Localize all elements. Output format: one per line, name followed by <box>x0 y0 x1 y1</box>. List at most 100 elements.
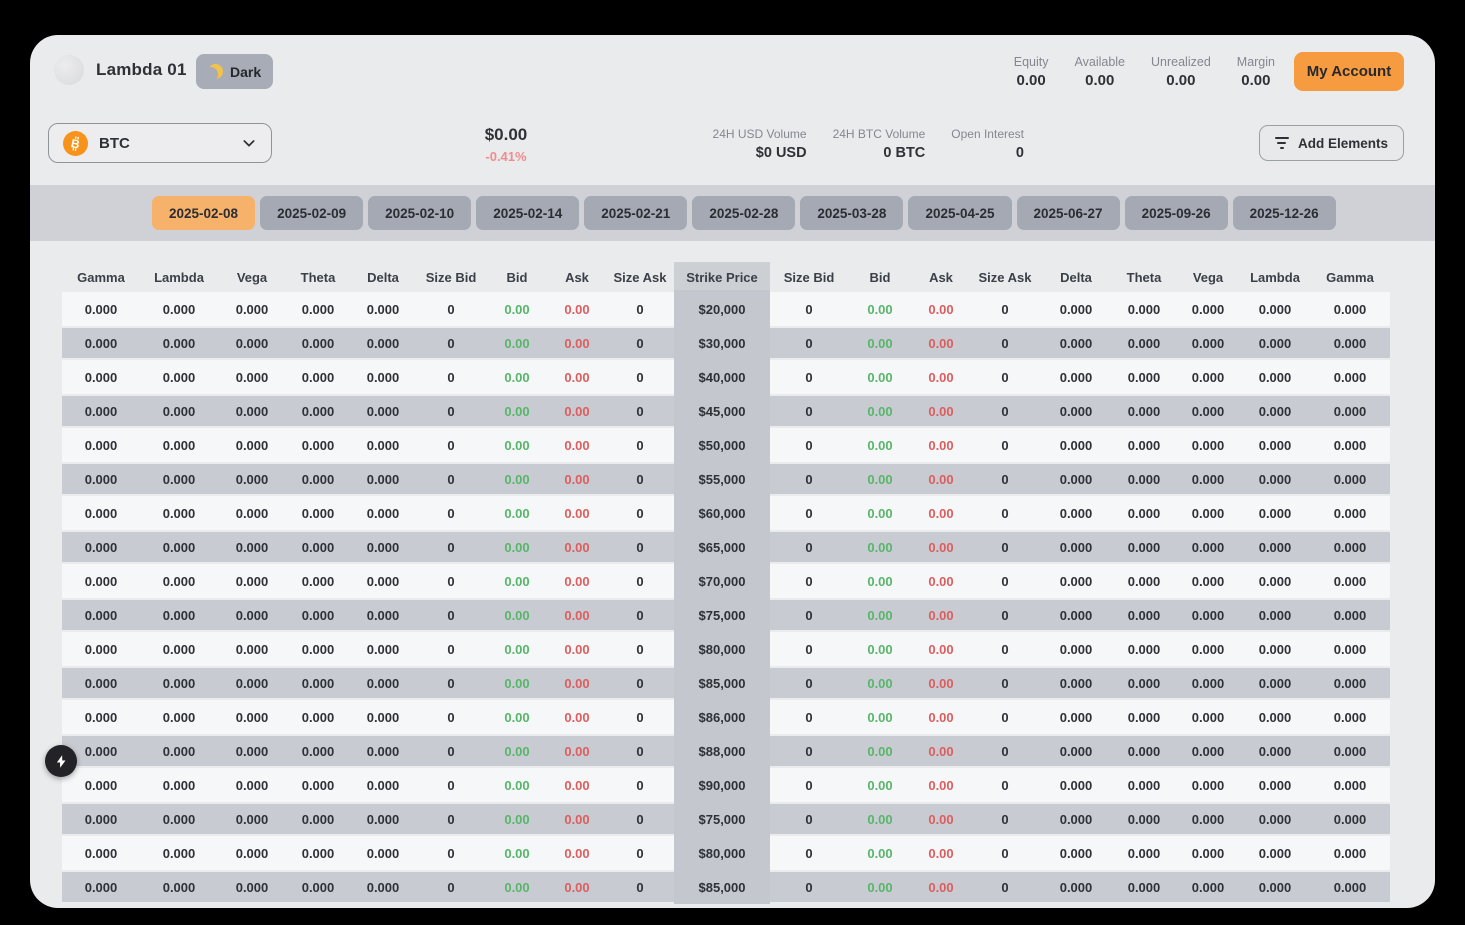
table-row[interactable]: 0.000 0.000 0.000 0.000 0.000 0 0.00 0.00 0 $88,… <box>62 734 1390 768</box>
cell: 0 <box>636 607 644 623</box>
expiry-tab-2025-02-21[interactable]: 2025-02-21 <box>584 196 688 230</box>
cell: 0.00 <box>564 641 590 657</box>
table-row[interactable]: 0.000 0.000 0.000 0.000 0.000 0 0.00 0.00 0 $30,… <box>62 326 1390 360</box>
stat-label: Margin <box>1236 55 1275 69</box>
price-change: -0.41% <box>485 149 527 164</box>
table-row[interactable]: 0.000 0.000 0.000 0.000 0.000 0 0.00 0.00 0 $80,… <box>62 834 1390 872</box>
cell: 0.00 <box>564 709 590 725</box>
theme-toggle-button[interactable]: Dark <box>196 54 274 89</box>
strike-price: $45,000 <box>698 403 746 419</box>
cell: 0.00 <box>867 471 893 487</box>
filter-icon <box>1274 137 1289 149</box>
cell: 0 <box>447 675 455 691</box>
table-row[interactable]: 0.000 0.000 0.000 0.000 0.000 0 0.00 0.00 0 $80,… <box>62 630 1390 668</box>
cell: 0.000 <box>235 641 269 657</box>
cell: 0.000 <box>84 777 118 793</box>
cell: 0.00 <box>867 675 893 691</box>
cell: 0.00 <box>504 437 530 453</box>
table-row[interactable]: 0.000 0.000 0.000 0.000 0.000 0 0.00 0.00 0 $20,… <box>62 290 1390 328</box>
cell: 0.00 <box>928 709 954 725</box>
cell: 0 <box>447 573 455 589</box>
expiry-tab-2025-06-27[interactable]: 2025-06-27 <box>1016 196 1120 230</box>
strike-price-cell: $55,000 <box>674 462 770 496</box>
cell: 0.000 <box>162 743 196 759</box>
table-row[interactable]: 0.000 0.000 0.000 0.000 0.000 0 0.00 0.00 0 $65,… <box>62 530 1390 564</box>
quick-action-button[interactable] <box>45 745 77 777</box>
table-row[interactable]: 0.000 0.000 0.000 0.000 0.000 0 0.00 0.00 0 $75,… <box>62 598 1390 632</box>
table-row[interactable]: 0.000 0.000 0.000 0.000 0.000 0 0.00 0.00 0 $85,… <box>62 666 1390 700</box>
expiry-tab-2025-02-10[interactable]: 2025-02-10 <box>368 196 472 230</box>
expiry-tab-2025-02-14[interactable]: 2025-02-14 <box>476 196 580 230</box>
cell: 0.000 <box>301 539 335 555</box>
expiry-tab-2025-02-28[interactable]: 2025-02-28 <box>692 196 796 230</box>
table-row[interactable]: 0.000 0.000 0.000 0.000 0.000 0 0.00 0.00 0 $40,… <box>62 358 1390 396</box>
strike-price-cell: $30,000 <box>674 326 770 360</box>
cell: 0.00 <box>504 709 530 725</box>
table-row[interactable]: 0.000 0.000 0.000 0.000 0.000 0 0.00 0.00 0 $85,… <box>62 870 1390 904</box>
strike-price: $50,000 <box>698 437 746 453</box>
column-header: Theta <box>300 269 336 285</box>
cell: 0.000 <box>1258 777 1292 793</box>
strike-price: $85,000 <box>698 675 746 691</box>
cell: 0.000 <box>1333 505 1367 521</box>
cell: 0.000 <box>1333 709 1367 725</box>
cell: 0.000 <box>301 301 335 317</box>
cell: 0.000 <box>84 301 118 317</box>
table-row[interactable]: 0.000 0.000 0.000 0.000 0.000 0 0.00 0.00 0 $60,… <box>62 494 1390 532</box>
cell: 0.000 <box>1258 607 1292 623</box>
app-title: Lambda 01 <box>96 60 187 79</box>
table-row[interactable]: 0.000 0.000 0.000 0.000 0.000 0 0.00 0.00 0 $90,… <box>62 766 1390 804</box>
expiry-tab-2025-09-26[interactable]: 2025-09-26 <box>1124 196 1228 230</box>
table-row[interactable]: 0.000 0.000 0.000 0.000 0.000 0 0.00 0.00 0 $86,… <box>62 698 1390 736</box>
cell: 0.00 <box>867 743 893 759</box>
expiry-tab-2025-03-28[interactable]: 2025-03-28 <box>800 196 904 230</box>
column-header: Size Ask <box>613 269 667 285</box>
cell: 0.00 <box>928 403 954 419</box>
cell: 0.000 <box>1127 403 1161 419</box>
cell: 0.000 <box>162 539 196 555</box>
expiry-tab-2025-02-09[interactable]: 2025-02-09 <box>260 196 364 230</box>
cell: 0.00 <box>867 505 893 521</box>
app-logo-icon <box>54 55 84 85</box>
cell: 0.000 <box>1059 437 1093 453</box>
asset-select[interactable]: B BTC <box>48 123 272 163</box>
stat-label: Equity <box>1013 55 1049 69</box>
cell: 0 <box>805 437 813 453</box>
expiry-tab-2025-04-25[interactable]: 2025-04-25 <box>908 196 1012 230</box>
cell: 0.000 <box>1191 335 1225 351</box>
table-row[interactable]: 0.000 0.000 0.000 0.000 0.000 0 0.00 0.00 0 $50,… <box>62 426 1390 464</box>
cell: 0 <box>636 505 644 521</box>
cell: 0 <box>1001 369 1009 385</box>
strike-price-cell: $60,000 <box>674 494 770 532</box>
table-row[interactable]: 0.000 0.000 0.000 0.000 0.000 0 0.00 0.00 0 $70,… <box>62 562 1390 600</box>
cell: 0.000 <box>235 335 269 351</box>
market-stat-value: $0 USD <box>755 145 807 161</box>
table-row[interactable]: 0.000 0.000 0.000 0.000 0.000 0 0.00 0.00 0 $45,… <box>62 394 1390 428</box>
cell: 0.000 <box>1059 811 1093 827</box>
cell: 0.00 <box>928 845 954 861</box>
cell: 0.000 <box>1059 573 1093 589</box>
cell: 0.000 <box>366 539 400 555</box>
my-account-button[interactable]: My Account <box>1294 52 1404 91</box>
cell: 0 <box>1001 335 1009 351</box>
cell: 0.000 <box>1333 369 1367 385</box>
expiry-tab-2025-12-26[interactable]: 2025-12-26 <box>1232 196 1336 230</box>
cell: 0.000 <box>1191 743 1225 759</box>
cell: 0.000 <box>162 437 196 453</box>
strike-price: $80,000 <box>698 845 746 861</box>
add-elements-label: Add Elements <box>1297 135 1388 151</box>
cell: 0 <box>447 811 455 827</box>
cell: 0.00 <box>564 573 590 589</box>
cell: 0.000 <box>235 607 269 623</box>
table-row[interactable]: 0.000 0.000 0.000 0.000 0.000 0 0.00 0.00 0 $75,… <box>62 802 1390 836</box>
cell: 0 <box>805 403 813 419</box>
app-window: Lambda 01 Dark Equity 0.00 Available 0.0… <box>30 35 1435 908</box>
add-elements-button[interactable]: Add Elements <box>1258 125 1404 161</box>
expiry-tabstrip: 2025-02-08 2025-02-09 2025-02-10 2025-02-14… <box>30 185 1435 241</box>
cell: 0 <box>1001 437 1009 453</box>
table-row[interactable]: 0.000 0.000 0.000 0.000 0.000 0 0.00 0.00 0 $55,… <box>62 462 1390 496</box>
cell: 0.000 <box>84 641 118 657</box>
column-header: Size Bid <box>425 269 477 285</box>
expiry-tab-2025-02-08[interactable]: 2025-02-08 <box>152 196 256 230</box>
cell: 0.000 <box>1258 437 1292 453</box>
